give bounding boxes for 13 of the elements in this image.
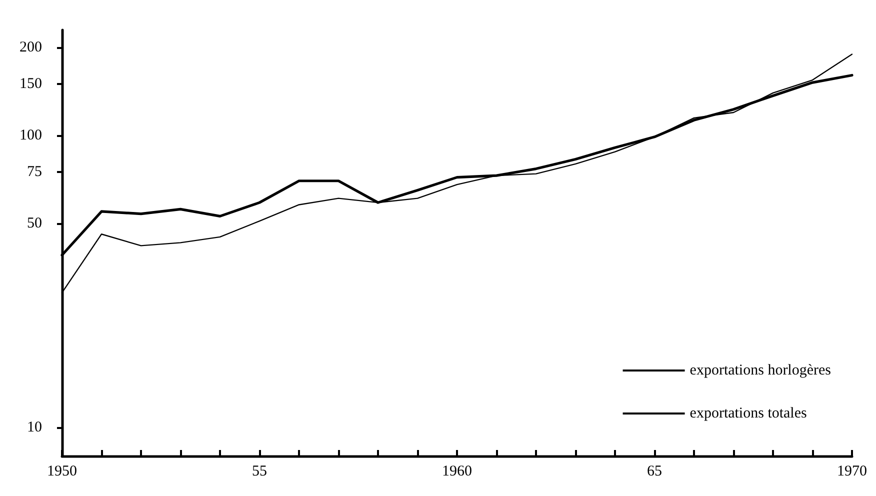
x-tick-label: 1970 bbox=[837, 464, 867, 480]
legend-label: exportations totales bbox=[690, 406, 808, 422]
y-tick-label: 100 bbox=[20, 128, 42, 144]
x-tick-label: 1950 bbox=[47, 464, 77, 480]
legend-label: exportations horlogères bbox=[690, 362, 832, 378]
x-tick-label: 55 bbox=[252, 464, 267, 480]
y-tick-label: 50 bbox=[27, 216, 42, 232]
x-tick-label: 1960 bbox=[442, 464, 472, 480]
x-tick-label: 65 bbox=[647, 464, 662, 480]
y-tick-label: 75 bbox=[27, 164, 42, 180]
y-tick-label: 200 bbox=[20, 40, 42, 56]
y-tick-label: 10 bbox=[27, 420, 42, 436]
y-tick-label: 150 bbox=[20, 76, 42, 92]
